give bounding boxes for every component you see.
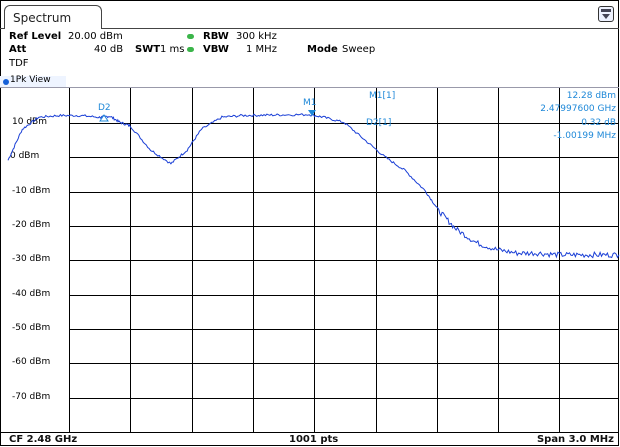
y-label-minus40dbm: -40 dBm [11, 289, 52, 299]
att-value: 40 dB [94, 44, 124, 55]
grid-line-horizontal [69, 157, 619, 158]
m1-frequency: 2.47997600 GHz [540, 104, 616, 114]
grid-line-vertical [559, 88, 560, 432]
swt-label: SWT [135, 44, 161, 55]
att-label: Att [9, 44, 27, 55]
grid-line-vertical [69, 88, 70, 432]
ref-level-value: 20.00 dBm [68, 31, 123, 42]
view-label: 1Pk View [10, 75, 51, 85]
frequency-span: Span 3.0 MHz [536, 434, 614, 445]
marker-d2-tag: D2 [98, 103, 111, 113]
mode-value: Sweep [342, 44, 376, 55]
m1-readout-label: M1[1] [369, 91, 396, 101]
window-menu-icon[interactable] [598, 6, 614, 22]
tab-spectrum[interactable]: Spectrum [4, 5, 102, 29]
rbw-label: RBW [203, 31, 229, 42]
vbw-value: 1 MHz [246, 44, 277, 55]
grid-line-horizontal [69, 295, 619, 296]
rbw-coupled-indicator [187, 34, 194, 39]
y-label-10dbm: 10 dBm [11, 117, 48, 127]
marker-d2-icon [99, 114, 109, 122]
y-label-minus10dbm: -10 dBm [11, 186, 52, 196]
grid-line-horizontal [69, 363, 619, 364]
center-frequency: CF 2.48 GHz [9, 434, 78, 445]
grid-line-vertical [376, 88, 377, 432]
grid-line-vertical [314, 88, 315, 432]
grid-line-vertical [253, 88, 254, 432]
sweep-points: 1001 pts [289, 434, 339, 445]
marker-m1-tag: M1 [303, 98, 317, 108]
vbw-coupled-indicator [187, 47, 194, 52]
tdf-indicator: TDF [9, 58, 29, 69]
grid-line-horizontal [69, 226, 619, 227]
grid-line-horizontal [69, 398, 619, 399]
grid-line-vertical [192, 88, 193, 432]
dropdown-arrow-icon [602, 14, 610, 19]
footer-divider [0, 432, 619, 433]
menu-bar-icon [601, 9, 611, 12]
y-label-minus70dbm: -70 dBm [11, 392, 52, 402]
view-divider [0, 87, 619, 88]
y-label-minus30dbm: -30 dBm [11, 254, 52, 264]
trace-indicator-icon [3, 79, 9, 85]
rbw-value: 300 kHz [236, 31, 277, 42]
tab-title: Spectrum [13, 11, 72, 25]
mode-label: Mode [307, 44, 338, 55]
d2-level: 0.32 dB [581, 118, 616, 128]
y-label-minus60dbm: -60 dBm [11, 357, 52, 367]
m1-level: 12.28 dBm [566, 91, 616, 101]
marker-m1-icon [308, 110, 316, 116]
vbw-label: VBW [203, 44, 229, 55]
grid-line-vertical [498, 88, 499, 432]
tab-divider [101, 28, 619, 29]
y-label-0dbm: 0 dBm [9, 151, 41, 161]
d2-readout-label: D2[1] [366, 118, 392, 128]
spectrum-trace [7, 113, 620, 259]
tab-divider-left [0, 28, 5, 29]
swt-value: 1 ms [160, 44, 185, 55]
d2-frequency: -1.00199 MHz [553, 131, 616, 141]
y-label-minus50dbm: -50 dBm [11, 323, 52, 333]
grid-line-horizontal [69, 260, 619, 261]
ref-level-label: Ref Level [9, 31, 62, 42]
y-label-minus20dbm: -20 dBm [11, 220, 52, 230]
grid-line-vertical [130, 88, 131, 432]
grid-line-horizontal [69, 329, 619, 330]
grid-line-horizontal [69, 192, 619, 193]
grid-line-vertical [437, 88, 438, 432]
